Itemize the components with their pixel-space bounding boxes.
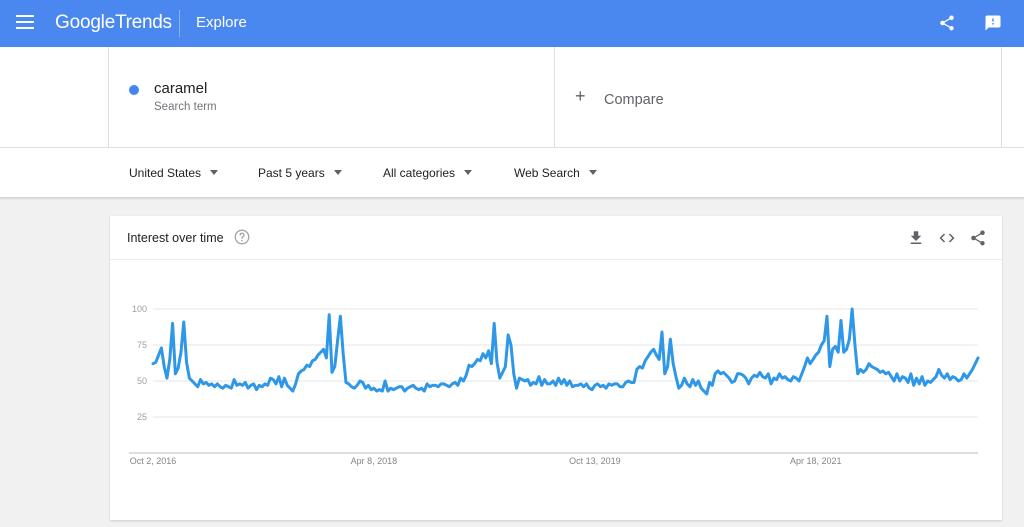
logo-google-text: Google [55, 12, 116, 33]
x-tick-label: Apr 8, 2018 [351, 456, 398, 466]
logo-trends-text: Trends [115, 12, 172, 33]
menu-icon[interactable] [16, 15, 34, 29]
term-color-dot [129, 85, 139, 95]
search-term-card[interactable]: caramel Search term [108, 47, 555, 147]
embed-icon[interactable] [938, 229, 956, 247]
card-title: Interest over time [127, 231, 224, 245]
search-type-dropdown-label: Web Search [514, 166, 580, 180]
y-tick-label: 75 [137, 340, 147, 350]
top-app-bar: GoogleTrends Explore [0, 0, 1024, 47]
feedback-icon[interactable] [984, 14, 1002, 32]
filter-bar: United States Past 5 years All categorie… [0, 147, 1024, 198]
category-dropdown[interactable]: All categories [383, 166, 473, 180]
caret-down-icon [210, 170, 219, 176]
caret-down-icon [333, 170, 342, 176]
category-dropdown-label: All categories [383, 166, 456, 180]
time-range-dropdown-label: Past 5 years [258, 166, 325, 180]
download-icon[interactable] [907, 229, 925, 247]
add-icon: + [575, 86, 586, 106]
search-term-name[interactable]: caramel [154, 80, 208, 97]
y-axis-ticks: 25 50 75 100 [132, 304, 147, 422]
series-line-caramel[interactable] [151, 307, 980, 396]
page-section-title: Explore [196, 14, 247, 31]
share-icon[interactable] [938, 14, 956, 32]
header-divider [179, 10, 180, 37]
compare-card[interactable]: + Compare [555, 47, 1002, 147]
share-icon[interactable] [969, 229, 987, 247]
caret-down-icon [464, 170, 473, 176]
help-icon[interactable] [233, 228, 251, 246]
search-type-dropdown[interactable]: Web Search [514, 166, 597, 180]
caret-down-icon [588, 170, 597, 176]
y-tick-label: 100 [132, 304, 147, 314]
search-term-subtitle: Search term [154, 101, 217, 113]
x-tick-label: Oct 13, 2019 [569, 456, 621, 466]
y-tick-label: 25 [137, 412, 147, 422]
region-dropdown-label: United States [129, 166, 202, 180]
chart-series [151, 307, 980, 396]
x-tick-label: Apr 18, 2021 [790, 456, 842, 466]
y-tick-label: 50 [137, 376, 147, 386]
time-range-dropdown[interactable]: Past 5 years [258, 166, 342, 180]
interest-line-chart[interactable]: 25 50 75 100 Oct 2, 2016 Apr 8, 2018 Oct 13, … [110, 260, 1002, 520]
x-axis-ticks: Oct 2, 2016 Apr 8, 2018 Oct 13, 2019 Apr 18… [130, 456, 842, 466]
google-trends-logo[interactable]: GoogleTrends [55, 12, 172, 34]
interest-over-time-card: Interest over time 25 50 75 100 Oct 2, 2016… [110, 216, 1002, 520]
x-tick-label: Oct 2, 2016 [130, 456, 177, 466]
region-dropdown[interactable]: United States [129, 166, 219, 180]
compare-label: Compare [604, 92, 664, 108]
card-header: Interest over time [110, 216, 1002, 260]
